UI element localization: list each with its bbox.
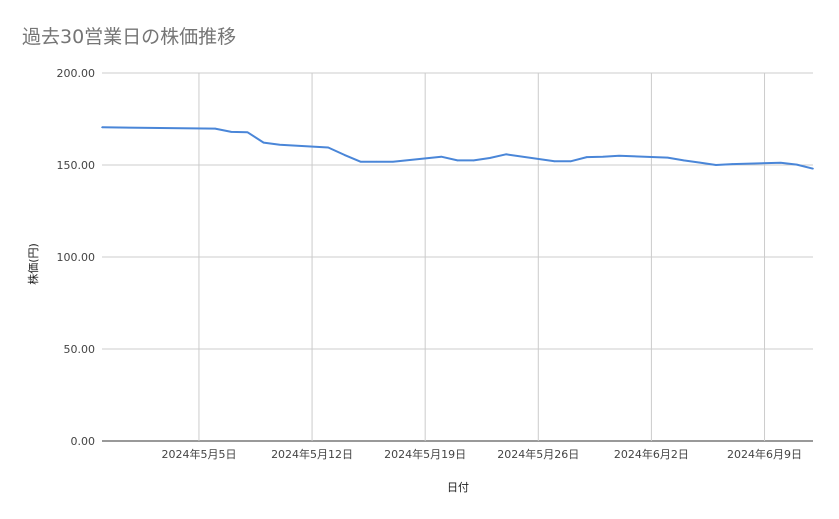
data-point [440, 155, 443, 158]
data-point [456, 159, 459, 162]
y-axis-label: 株価(円) [26, 243, 40, 285]
y-tick-label: 150.00 [57, 159, 96, 172]
data-point [715, 164, 717, 166]
data-point [682, 159, 685, 162]
data-point [812, 167, 814, 170]
data-point [278, 143, 281, 146]
series-line [101, 126, 814, 170]
y-tick-labels: 0.00 50.00 100.00 150.00 200.00 [57, 67, 96, 448]
x-tick-label: 2024年5月5日 [161, 447, 236, 461]
x-tick-label: 2024年6月9日 [727, 447, 802, 461]
data-point [796, 163, 798, 166]
data-point [246, 131, 249, 134]
x-axis-label: 日付 [447, 481, 469, 494]
data-point [731, 163, 734, 165]
data-point [585, 156, 588, 158]
y-tick-label: 100.00 [57, 251, 96, 264]
data-point [230, 131, 233, 133]
data-point [779, 161, 782, 164]
y-tick-label: 0.00 [71, 435, 96, 448]
chart-title: 過去30営業日の株価推移 [22, 26, 237, 48]
data-point [699, 161, 701, 164]
data-point [101, 126, 103, 129]
data-point [343, 154, 346, 156]
y-tick-label: 50.00 [64, 343, 96, 356]
x-tick-label: 2024年5月26日 [497, 447, 579, 461]
y-tick-label: 200.00 [57, 67, 96, 80]
data-point [392, 160, 394, 163]
data-point [472, 159, 475, 162]
data-point [262, 141, 265, 144]
gridlines [102, 72, 813, 442]
data-point [666, 156, 669, 159]
data-point [553, 160, 556, 163]
data-point [602, 155, 604, 158]
series-lines [101, 126, 814, 170]
data-point [359, 160, 362, 163]
data-point [569, 160, 572, 163]
data-point [327, 146, 330, 149]
data-point [505, 153, 507, 156]
data-point [375, 160, 378, 163]
x-tick-labels: 2024年5月5日 2024年5月12日 2024年5月19日 2024年5月26日 2… [161, 447, 802, 461]
data-point [489, 157, 491, 159]
data-point [618, 155, 620, 157]
x-tick-label: 2024年6月2日 [614, 447, 689, 461]
data-point [214, 127, 216, 130]
x-tick-label: 2024年5月12日 [271, 447, 353, 461]
x-tick-label: 2024年5月19日 [384, 447, 466, 461]
